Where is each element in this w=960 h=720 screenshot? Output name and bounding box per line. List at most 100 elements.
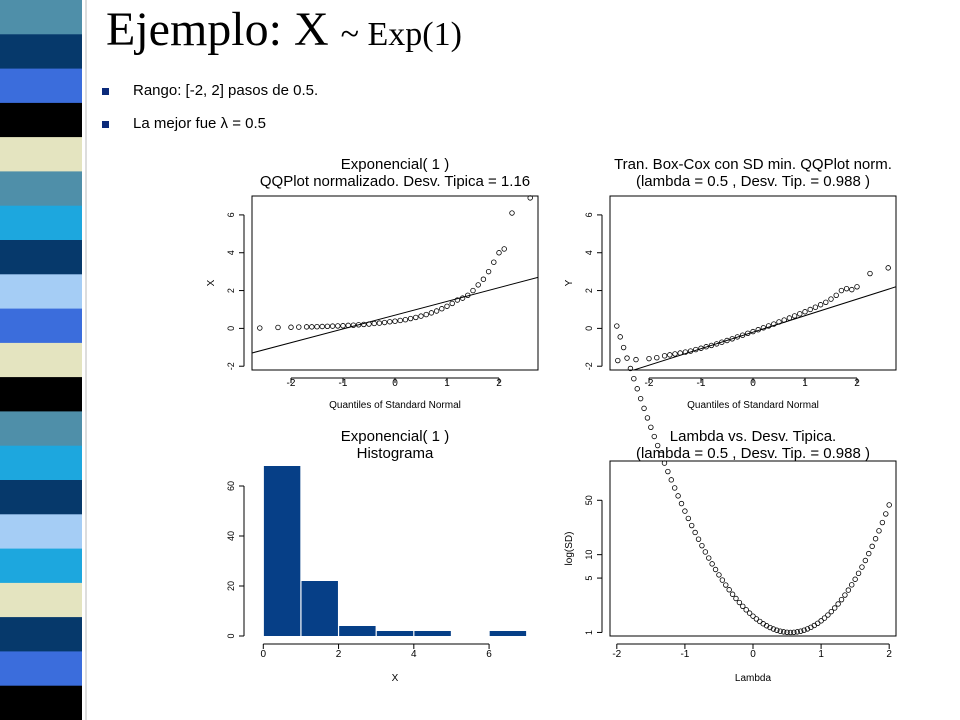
data-point [833,292,839,298]
data-point [885,265,891,271]
x-axis-label: Quantiles of Standard Normal [329,400,461,411]
data-point [402,316,409,323]
data-point [366,321,372,327]
x-axis-label: Lambda [735,673,772,684]
x-tick-label: 2 [854,378,860,389]
bullet-2: La mejor fue λ = 0.5 [102,115,602,137]
data-point [633,356,639,363]
y-tick-label: 6 [226,212,236,217]
data-point [702,549,709,555]
data-point [867,270,873,277]
data-point [771,321,777,327]
y-tick-label: 4 [226,250,236,255]
data-point [677,350,683,356]
x-tick-label: -1 [339,378,348,389]
data-point [755,327,761,333]
data-point [491,259,497,265]
data-point [709,561,715,567]
data-point [872,536,879,542]
data-point [449,300,455,307]
data-point [862,557,869,564]
y-axis: 0 20 40 60 [226,481,245,639]
data-point [350,322,357,328]
data-point [459,295,466,301]
y-tick-label: -2 [226,362,236,370]
histogram-bar [489,631,527,636]
stripe-block [0,617,82,652]
x-axis: 0 2 4 6 [261,643,492,660]
data-point [743,607,749,613]
data-point [648,424,654,431]
x-axis-label: X [392,673,399,684]
y-tick-label: 1 [584,630,594,635]
chart-1: Exponencial( 1 )QQPlot normalizado. Desv… [206,156,539,411]
data-point [733,595,739,602]
x-tick-label: 0 [392,378,398,389]
data-point [791,313,798,319]
x-tick-label: -1 [680,649,689,660]
chart-title: Exponencial( 1 ) [341,156,449,173]
data-point [776,319,782,325]
data-point [355,322,362,328]
histogram-bar [301,581,338,636]
chart-subtitle: (lambda = 0.5 , Desv. Tip. = 0.988 ) [636,173,870,190]
data-point [859,564,865,570]
data-point [866,550,872,557]
data-point [807,306,813,313]
y-tick-label: 20 [226,581,236,591]
data-point [838,596,845,603]
data-point [685,515,692,522]
data-point [646,355,652,362]
histogram-bar [339,626,376,636]
data-point [397,317,403,324]
data-point [753,616,760,622]
stripe-block [0,377,82,412]
slide-title-main: Ejemplo: X [106,3,329,56]
stripe-block [0,34,82,70]
data-point [719,577,726,583]
data-point [832,605,838,611]
chart-title: Tran. Box-Cox con SD min. QQPlot norm. [614,156,892,173]
data-point [797,311,803,317]
data-point [444,303,450,309]
y-tick-label: 2 [226,288,236,293]
decorative-stripe [0,0,106,720]
stripe-block [0,685,82,720]
plot-frame [609,460,897,637]
data-point [631,375,637,382]
data-point [817,302,824,308]
data-point [835,601,841,607]
data-point [475,282,481,288]
data-point [671,485,678,491]
chart-subtitle: Histograma [357,445,434,462]
x-tick-label: 1 [818,649,824,660]
data-point [407,315,414,322]
data-point [661,460,668,466]
data-point [740,603,746,609]
data-point [823,299,829,305]
data-point [777,628,783,634]
x-tick-label: -2 [287,378,296,389]
data-point [770,626,777,632]
data-point [693,346,699,353]
data-point [314,323,320,330]
data-point [699,542,705,549]
data-point [288,324,294,330]
data-point [838,287,845,294]
stripe-block [0,480,82,515]
x-tick-label: 1 [444,378,450,389]
data-point [802,309,808,315]
x-axis: -2 -1 0 1 2 [645,377,860,389]
data-point [275,324,281,331]
data-point [682,508,688,514]
stripe-block [0,548,82,584]
data-point [376,320,383,326]
data-point [818,618,824,624]
data-point [496,250,502,256]
stripe-block [0,137,82,172]
data-point [879,519,886,526]
x-tick-label: -2 [645,378,654,389]
slide-title-dist: ~ Exp(1) [340,16,462,53]
data-point [413,314,419,321]
data-point [617,334,623,340]
